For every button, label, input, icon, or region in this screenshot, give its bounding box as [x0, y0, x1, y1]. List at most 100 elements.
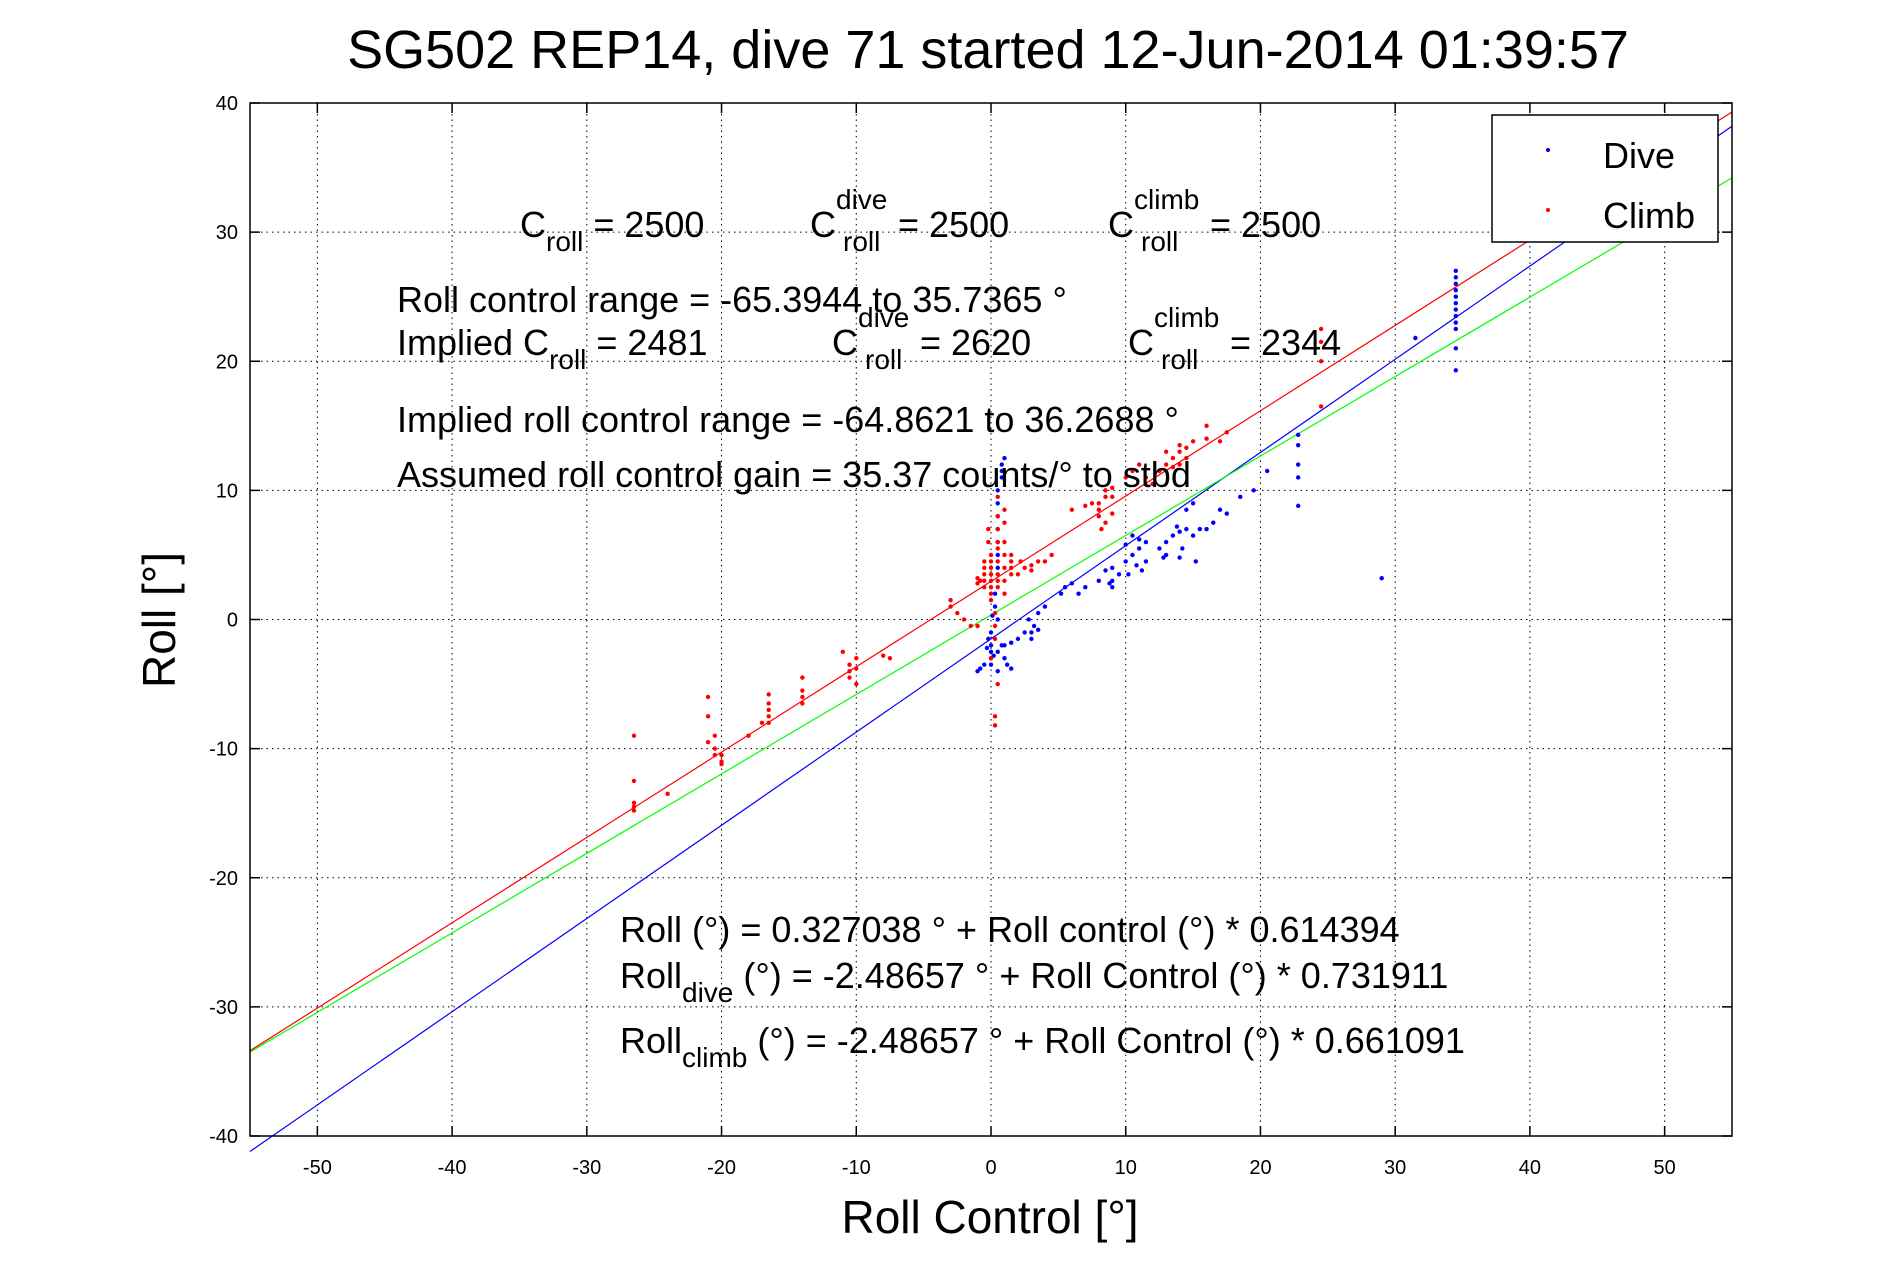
data-point-climb	[992, 636, 998, 642]
data-point-climb	[766, 701, 771, 706]
data-point-dive	[1453, 288, 1459, 293]
data-point-climb	[988, 565, 994, 571]
data-point-dive	[1453, 268, 1459, 274]
x-tick-label: -40	[438, 1157, 467, 1179]
data-point-climb	[1018, 559, 1023, 564]
data-point-dive	[1295, 432, 1301, 438]
data-point-dive	[1453, 313, 1459, 319]
data-point-climb	[948, 597, 953, 603]
data-point-climb	[1177, 449, 1182, 454]
x-tick-label: 20	[1249, 1157, 1271, 1179]
data-point-dive	[1224, 511, 1229, 516]
data-point-climb	[1096, 501, 1101, 506]
data-point-dive	[1184, 526, 1189, 532]
data-point-climb	[854, 681, 859, 687]
data-point-climb	[705, 694, 711, 700]
data-point-dive	[1116, 572, 1122, 577]
data-point-dive	[1123, 559, 1128, 564]
data-point-climb	[1143, 475, 1149, 480]
data-point-dive	[999, 475, 1004, 480]
data-point-dive	[1022, 630, 1027, 635]
data-point-dive	[1184, 507, 1189, 512]
data-point-dive	[1139, 568, 1145, 573]
data-point-climb	[1029, 563, 1034, 568]
data-point-dive	[988, 662, 994, 667]
data-point-climb	[1137, 462, 1142, 467]
data-point-dive	[1026, 617, 1031, 622]
data-point-dive	[1453, 368, 1459, 373]
data-point-dive	[1042, 604, 1048, 609]
data-point-climb	[800, 694, 805, 700]
data-point-dive	[1170, 533, 1176, 538]
data-point-climb	[961, 617, 967, 622]
data-point-climb	[992, 723, 998, 728]
data-point-dive	[1180, 546, 1185, 551]
annotation-c-climb: Cclimb	[1108, 184, 1199, 245]
data-point-dive	[1058, 591, 1064, 596]
data-point-climb	[712, 752, 718, 758]
y-tick-label: 20	[216, 351, 238, 373]
data-point-dive	[1190, 533, 1196, 538]
data-point-climb	[995, 539, 1000, 545]
data-point-climb	[1110, 511, 1115, 516]
data-point-climb	[1190, 439, 1196, 444]
data-points	[631, 268, 1459, 813]
data-point-climb	[800, 701, 805, 706]
data-point-climb	[1035, 559, 1041, 564]
data-point-climb	[705, 739, 711, 745]
annotation-implied-climb-sub: roll	[1161, 344, 1198, 375]
annotation-c-climb-val: = 2500	[1210, 204, 1321, 245]
x-tick-label: -30	[572, 1157, 601, 1179]
data-point-dive	[1190, 501, 1196, 506]
y-tick-label: 40	[216, 93, 238, 115]
data-point-dive	[1009, 666, 1014, 671]
data-point-dive	[1137, 546, 1142, 551]
data-point-climb	[995, 681, 1000, 687]
data-point-climb	[986, 526, 991, 532]
data-point-climb	[1022, 565, 1027, 571]
data-point-climb	[631, 778, 637, 784]
data-point-climb	[1002, 539, 1007, 545]
data-point-climb	[992, 623, 998, 629]
annotation-implied-c-roll: Implied Croll = 2481	[397, 322, 708, 375]
data-point-dive	[1211, 520, 1216, 525]
data-point-climb	[995, 494, 1000, 500]
data-point-dive	[1143, 559, 1149, 564]
annotations: Croll = 2500 Cdive roll = 2500 Cclimb ro…	[397, 184, 1465, 1073]
data-point-climb	[631, 800, 637, 806]
data-point-climb	[1002, 552, 1007, 558]
y-tick-label: -10	[209, 739, 238, 761]
data-point-dive	[1251, 488, 1256, 493]
data-point-dive	[1126, 572, 1131, 577]
data-point-dive	[995, 649, 1000, 654]
data-point-climb	[840, 649, 845, 654]
equation-dive: Rolldive (°) = -2.48657 ° + Roll Control…	[620, 955, 1448, 1008]
data-point-climb	[975, 575, 980, 581]
data-point-climb	[1157, 468, 1162, 474]
data-point-climb	[1163, 462, 1169, 467]
y-tick-label: 0	[227, 610, 238, 632]
data-point-climb	[1318, 404, 1324, 409]
data-point-climb	[982, 585, 987, 590]
fit-line	[249, 125, 1733, 1152]
data-point-dive	[1204, 526, 1209, 532]
data-point-dive	[1453, 320, 1459, 325]
data-point-dive	[1035, 627, 1041, 633]
data-point-climb	[1002, 591, 1007, 596]
data-point-dive	[1015, 636, 1021, 642]
data-point-dive	[1379, 575, 1384, 581]
data-point-climb	[1002, 565, 1007, 571]
data-point-climb	[1318, 359, 1324, 364]
data-point-climb	[1110, 485, 1115, 490]
data-point-climb	[995, 514, 1000, 519]
data-point-climb	[1009, 559, 1014, 564]
data-point-dive	[995, 488, 1000, 493]
data-point-dive	[1137, 537, 1142, 542]
annotation-implied-range: Implied roll control range = -64.8621 to…	[397, 399, 1179, 440]
data-point-dive	[1453, 307, 1459, 312]
data-point-dive	[988, 630, 994, 635]
data-point-climb	[1204, 436, 1209, 441]
data-point-climb	[631, 808, 637, 813]
data-point-climb	[988, 572, 994, 577]
annotation-implied-climb-val: = 2344	[1230, 322, 1341, 363]
